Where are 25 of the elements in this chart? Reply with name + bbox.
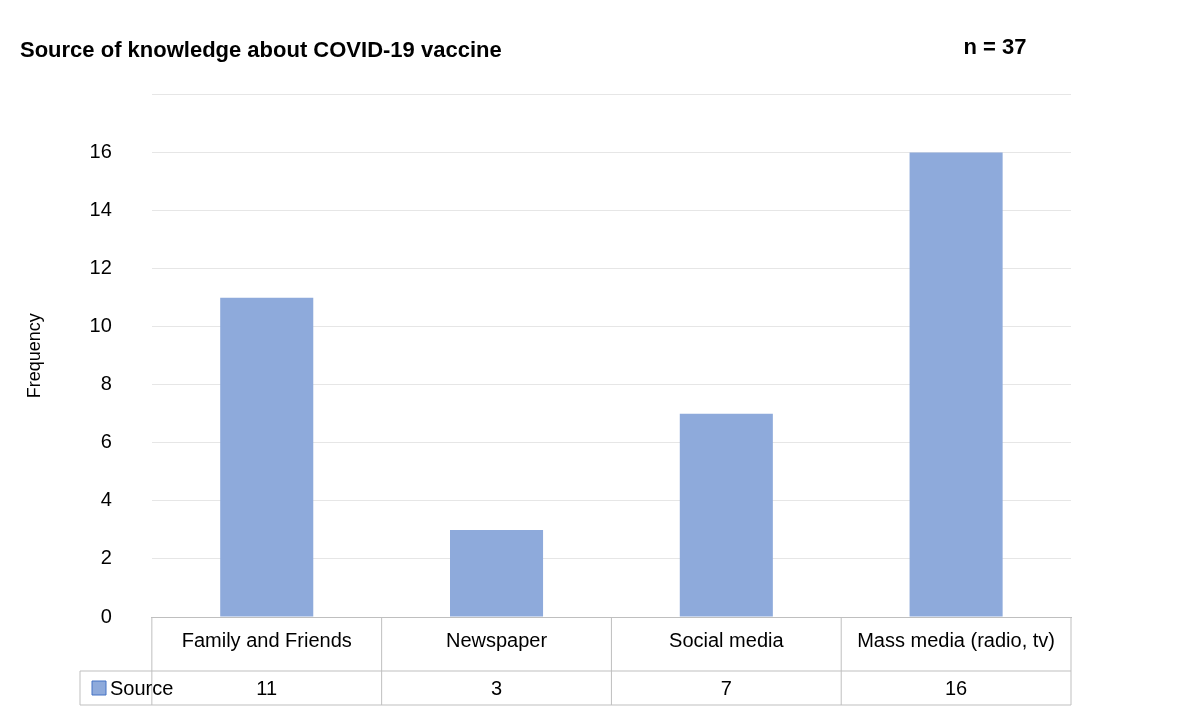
y-tick-label: 14 <box>89 198 112 221</box>
data-label: 11 <box>256 676 278 699</box>
y-tick-label: 10 <box>89 314 112 337</box>
y-tick-label: 16 <box>89 139 112 162</box>
y-tick-label: 0 <box>100 604 112 627</box>
data-label: 16 <box>944 676 968 699</box>
x-tick-label: Mass media (radio, tv) <box>857 628 1056 651</box>
x-tick-label: Family and Friends <box>181 628 352 651</box>
chart-title: Source of knowledge about COVID-19 vaccine <box>20 37 502 63</box>
legend-label: Source <box>110 676 174 699</box>
bar <box>450 529 544 617</box>
data-label: 3 <box>490 676 503 699</box>
bar <box>909 152 1003 617</box>
x-tick-label: Social media <box>669 628 785 651</box>
y-tick-label: 12 <box>89 256 112 279</box>
x-tick-label: Newspaper <box>445 628 548 651</box>
data-label: 7 <box>720 676 732 699</box>
y-tick-label: 2 <box>100 546 112 569</box>
bar <box>679 413 773 617</box>
y-tick-label: 8 <box>100 372 112 395</box>
bar <box>220 297 314 617</box>
text: n = 37 <box>963 34 1027 60</box>
y-tick-label: 6 <box>100 430 112 453</box>
y-tick-label: 4 <box>100 488 112 511</box>
y-axis-title: Frequency <box>23 313 44 399</box>
